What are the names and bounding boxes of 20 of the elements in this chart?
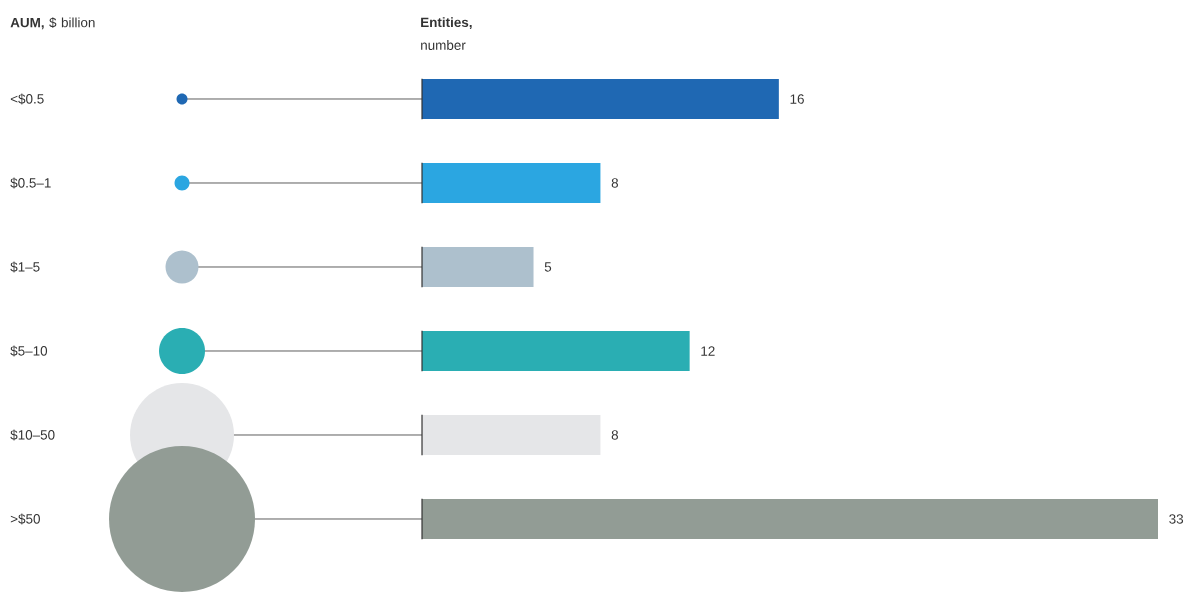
y-tick-label: $5–10	[10, 345, 48, 357]
bar	[422, 246, 534, 287]
data-label: 8	[611, 178, 618, 188]
bar	[422, 162, 601, 203]
y-tick-label: <$0.5	[10, 93, 44, 105]
y-tick-label: >$50	[10, 513, 40, 525]
y-tick-label: $0.5–1	[10, 177, 51, 189]
data-label: 5	[544, 262, 552, 272]
data-label: 12	[701, 346, 715, 356]
x-axis-title: Entities, number	[421, 17, 472, 50]
data-label: 16	[790, 94, 804, 104]
data-label: 33	[1169, 514, 1184, 524]
data-label: 8	[611, 430, 618, 440]
y-tick-label: $1–5	[10, 261, 40, 273]
bar	[422, 414, 601, 455]
bar	[422, 498, 1159, 539]
y-tick-label: $10–50	[10, 429, 55, 441]
bar	[422, 79, 779, 119]
y-axis-title: AUM, $ billion	[10, 17, 95, 30]
bar	[422, 330, 690, 371]
